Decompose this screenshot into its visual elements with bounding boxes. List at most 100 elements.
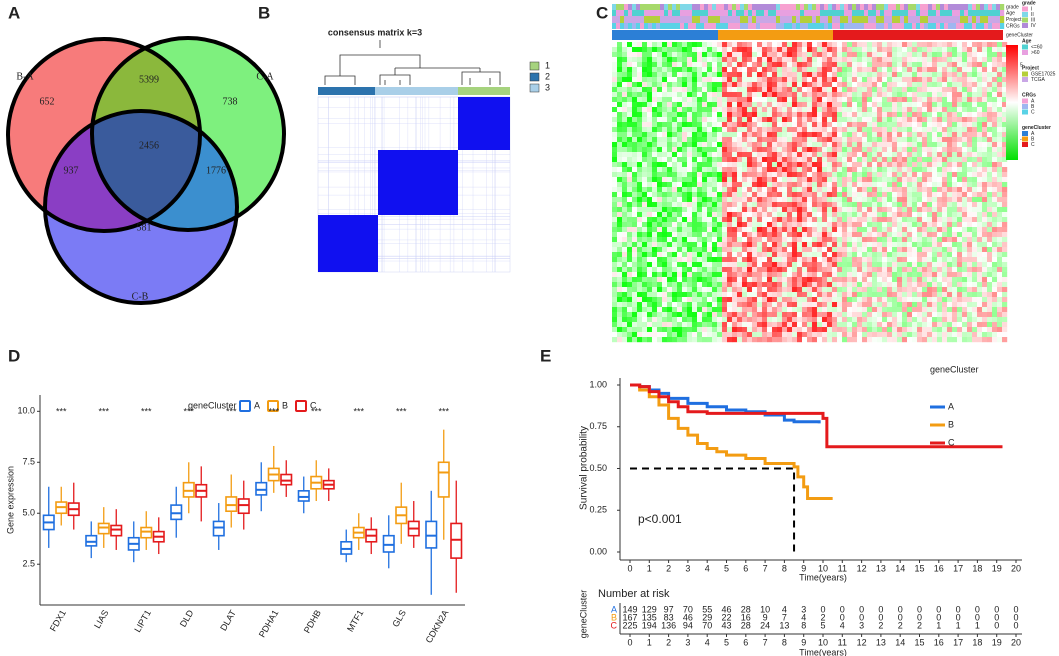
heatmap-cell [622, 67, 628, 73]
heatmap-cell [912, 182, 918, 188]
heatmap-cell [692, 142, 698, 148]
heatmap-cell [967, 47, 973, 53]
heatmap-cell [867, 152, 873, 158]
heatmap-cell [692, 277, 698, 283]
heatmap-cell [877, 232, 883, 238]
heatmap-cell [922, 117, 928, 123]
heatmap-cell [712, 177, 718, 183]
heatmap-cell [782, 137, 788, 143]
heatmap-cell [842, 192, 848, 198]
heatmap-cell [647, 112, 653, 118]
heatmap-cell [927, 222, 933, 228]
heatmap-cell [857, 332, 863, 338]
heatmap-cell [882, 117, 888, 123]
heatmap-cell [922, 272, 928, 278]
heatmap-cell [747, 237, 753, 243]
heatmap-cell [907, 147, 913, 153]
heatmap-cell [917, 282, 923, 288]
heatmap-cell [652, 167, 658, 173]
heatmap-cell [757, 292, 763, 298]
heatmap-cell [852, 202, 858, 208]
heatmap-cell [652, 182, 658, 188]
heatmap-cell [922, 267, 928, 273]
heatmap-cell [852, 72, 858, 78]
heatmap-cell [722, 162, 728, 168]
heatmap-cell [887, 317, 893, 323]
heatmap-cell [837, 267, 843, 273]
heatmap-cell [857, 322, 863, 328]
heatmap-cell [647, 137, 653, 143]
heatmap-cell [612, 232, 618, 238]
heatmap-cell [862, 97, 868, 103]
heatmap-cell [682, 267, 688, 273]
heatmap-cell [947, 232, 953, 238]
heatmap-cell [917, 87, 923, 93]
heatmap-cell [727, 287, 733, 293]
heatmap-cell [977, 142, 983, 148]
heatmap-cell [962, 117, 968, 123]
heatmap-cell [972, 97, 978, 103]
heatmap-cell [747, 192, 753, 198]
heatmap-cell [922, 307, 928, 313]
heatmap-cell [742, 127, 748, 133]
heatmap-cell [807, 197, 813, 203]
heatmap-cell [937, 202, 943, 208]
heatmap-cell [827, 97, 833, 103]
heatmap-cell [867, 102, 873, 108]
heatmap-cell [702, 147, 708, 153]
heatmap-cell [792, 102, 798, 108]
heatmap-cell [742, 52, 748, 58]
heatmap-cell [782, 112, 788, 118]
heatmap-cell [832, 57, 838, 63]
heatmap-cell [622, 162, 628, 168]
heatmap-cell [672, 207, 678, 213]
heatmap-cell [717, 292, 723, 298]
heatmap-cell [972, 207, 978, 213]
heatmap-cell [877, 102, 883, 108]
heatmap-cell [837, 72, 843, 78]
heatmap-cell [877, 227, 883, 233]
heatmap-cell [972, 67, 978, 73]
heatmap-cell [937, 117, 943, 123]
heatmap-cell [872, 302, 878, 308]
heatmap-cell [642, 307, 648, 313]
heatmap-cell [947, 107, 953, 113]
annotation-cell [924, 23, 929, 29]
heatmap-cell [762, 127, 768, 133]
heatmap-cell [857, 152, 863, 158]
heatmap-cell [822, 87, 828, 93]
heatmap-cell [882, 212, 888, 218]
heatmap-cell [827, 112, 833, 118]
heatmap-cell [752, 172, 758, 178]
heatmap-cell [952, 107, 958, 113]
heatmap-cell [942, 77, 948, 83]
heatmap-cell [842, 197, 848, 203]
heatmap-cell [767, 317, 773, 323]
heatmap-cell [812, 247, 818, 253]
heatmap-cell [932, 217, 938, 223]
heatmap-cell [972, 327, 978, 333]
heatmap-cell [707, 157, 713, 163]
heatmap-cell [627, 102, 633, 108]
heatmap-cell [797, 132, 803, 138]
heatmap-cell [972, 252, 978, 258]
annotation-cell [896, 23, 901, 29]
heatmap-cell [872, 97, 878, 103]
heatmap-cell [687, 47, 693, 53]
annotation-cell [872, 23, 877, 29]
heatmap-cell [772, 207, 778, 213]
heatmap-cell [767, 42, 773, 48]
heatmap-cell [857, 102, 863, 108]
heatmap-cell [852, 47, 858, 53]
annotation-cell [812, 23, 817, 29]
heatmap-cell [777, 227, 783, 233]
heatmap-cell [867, 217, 873, 223]
heatmap-cell [852, 197, 858, 203]
heatmap-cell [867, 182, 873, 188]
heatmap-cell [757, 77, 763, 83]
heatmap-cell [722, 62, 728, 68]
heatmap-cell [982, 87, 988, 93]
heatmap-cell [962, 192, 968, 198]
heatmap-cell [882, 272, 888, 278]
heatmap-cell [977, 312, 983, 318]
